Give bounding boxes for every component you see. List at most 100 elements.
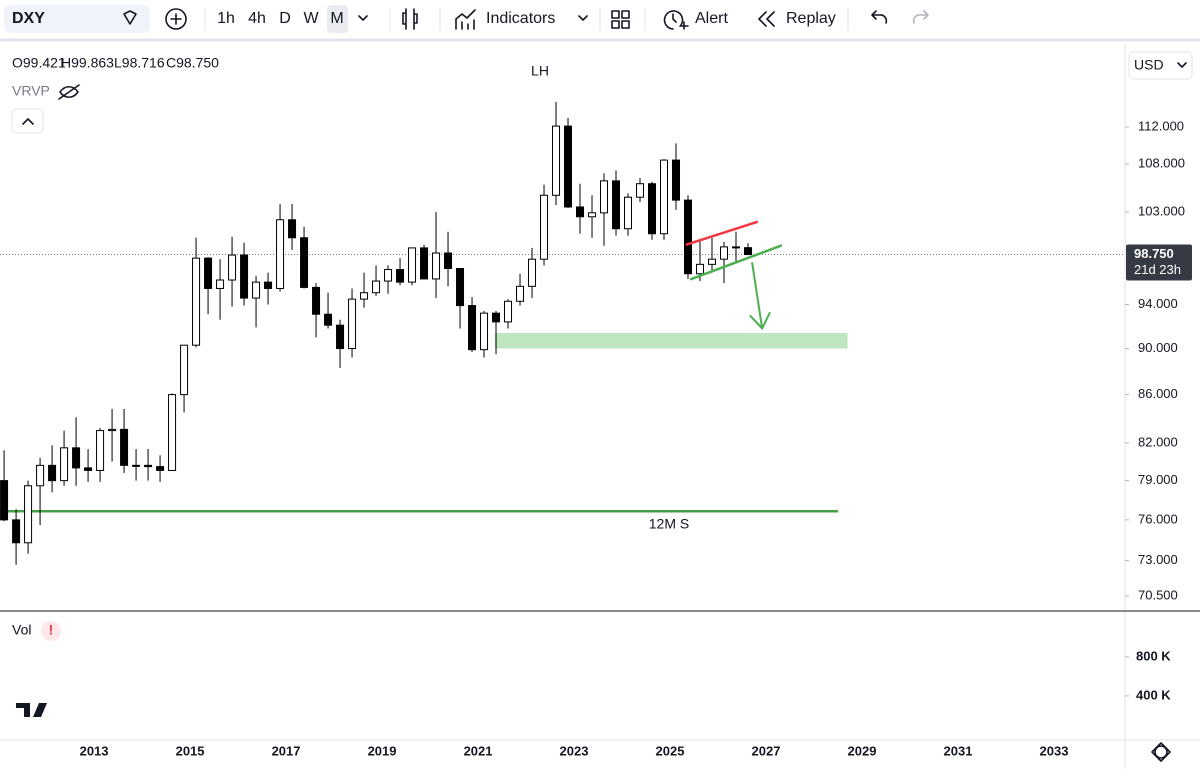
y-tick-label: 94.000 (1138, 296, 1178, 311)
x-tick-label: 2033 (1040, 743, 1069, 758)
candle-body (624, 196, 633, 230)
trendline (685, 220, 759, 247)
y-tick-label: 108.000 (1138, 155, 1185, 170)
annotation: 12M S (649, 516, 689, 532)
candle-body (72, 447, 81, 469)
last-price-box (1126, 244, 1192, 281)
indicators-icon[interactable] (455, 9, 476, 30)
candle-body (144, 464, 153, 468)
y-tick-label: 76.000 (1138, 511, 1178, 526)
candle-body (444, 252, 453, 269)
candle-body (420, 247, 429, 280)
candle-body (684, 199, 693, 275)
logo[interactable] (16, 703, 47, 717)
settings-outline (1151, 742, 1171, 762)
candle-body (564, 125, 573, 208)
candle-body (468, 305, 477, 351)
interval[interactable]: W (303, 10, 319, 27)
candle-body (168, 394, 177, 471)
redo[interactable] (912, 10, 929, 24)
candle-body (228, 254, 237, 281)
target-zone (494, 332, 848, 349)
candle-body (192, 257, 201, 346)
candle-body (576, 206, 585, 218)
candle-body (720, 246, 729, 260)
candle-body (528, 258, 537, 287)
undo[interactable] (871, 10, 888, 24)
collapse-legend[interactable] (11, 108, 44, 134)
candle-body (480, 312, 489, 351)
candle-body (312, 286, 321, 315)
x-tick-label: 2019 (368, 743, 397, 758)
candle-body (120, 428, 129, 466)
vrvp-hide[interactable] (58, 84, 80, 100)
candle-body (108, 428, 117, 432)
x-tick-label: 2021 (464, 743, 493, 758)
volume-tick-label: 800 K (1136, 648, 1171, 663)
candle-body (84, 467, 93, 471)
chart-type[interactable] (402, 8, 418, 30)
annotation: LH (531, 63, 549, 79)
interval[interactable]: M (330, 10, 343, 27)
candle-body (492, 312, 501, 323)
symbol-icon[interactable] (123, 10, 137, 25)
candle-body (156, 466, 165, 471)
candle-body (396, 269, 405, 283)
currency[interactable]: USD (1134, 57, 1164, 73)
collapse-icon (22, 118, 34, 125)
volume-warning[interactable] (41, 621, 61, 641)
candle-body (588, 212, 597, 218)
legend-open: O99.421 (12, 55, 66, 71)
y-tick-label: 82.000 (1138, 434, 1178, 449)
candle-body (0, 480, 9, 521)
y-tick-label: 103.000 (1138, 203, 1185, 218)
settings[interactable] (1154, 745, 1168, 759)
interval[interactable]: 4h (248, 10, 266, 27)
interval[interactable]: 1h (217, 10, 235, 27)
x-tick-label: 2013 (80, 743, 109, 758)
candle-body (324, 313, 333, 326)
indicators[interactable]: Indicators (486, 10, 555, 27)
y-tick-label: 73.000 (1138, 552, 1178, 567)
candle-body (708, 258, 717, 265)
countdown: 21d 23h (1134, 262, 1181, 277)
symbol-box[interactable] (4, 5, 150, 33)
indicators-menu[interactable] (578, 15, 588, 21)
replay-icon[interactable] (758, 11, 775, 27)
candle-body (660, 159, 669, 235)
arrow-head (749, 311, 771, 331)
symbol[interactable]: DXY (12, 10, 45, 27)
layouts[interactable] (611, 10, 630, 29)
vrvp[interactable]: VRVP (12, 83, 50, 99)
legend-low: L98.716 (114, 55, 165, 71)
volume-label: Vol (12, 622, 31, 638)
candle-body (744, 247, 753, 256)
y-tick-label: 112.000 (1138, 118, 1184, 133)
candle-body (48, 464, 57, 482)
interval-menu[interactable] (358, 15, 368, 21)
candle-body (372, 280, 381, 294)
y-tick-label: 79.000 (1138, 472, 1178, 487)
candle-body (132, 464, 141, 467)
interval[interactable]: D (279, 10, 291, 27)
alert-icon[interactable] (663, 10, 689, 30)
candle-body (264, 281, 273, 289)
candle-body (456, 267, 465, 307)
x-tick-label: 2027 (752, 743, 781, 758)
candle-body (252, 281, 261, 299)
candle-body (204, 257, 213, 289)
x-tick-label: 2025 (656, 743, 685, 758)
alert[interactable]: Alert (695, 10, 728, 27)
candle-body (216, 279, 225, 289)
currency-box[interactable] (1128, 51, 1193, 80)
x-tick-label: 2031 (944, 743, 973, 758)
candle-body (732, 246, 741, 249)
currency-menu[interactable] (1177, 62, 1187, 68)
candle-body (360, 292, 369, 300)
candle-body (60, 447, 69, 482)
arrow (751, 262, 764, 329)
add-symbol[interactable] (165, 8, 187, 30)
candle-body (336, 324, 345, 350)
replay[interactable]: Replay (786, 10, 836, 27)
